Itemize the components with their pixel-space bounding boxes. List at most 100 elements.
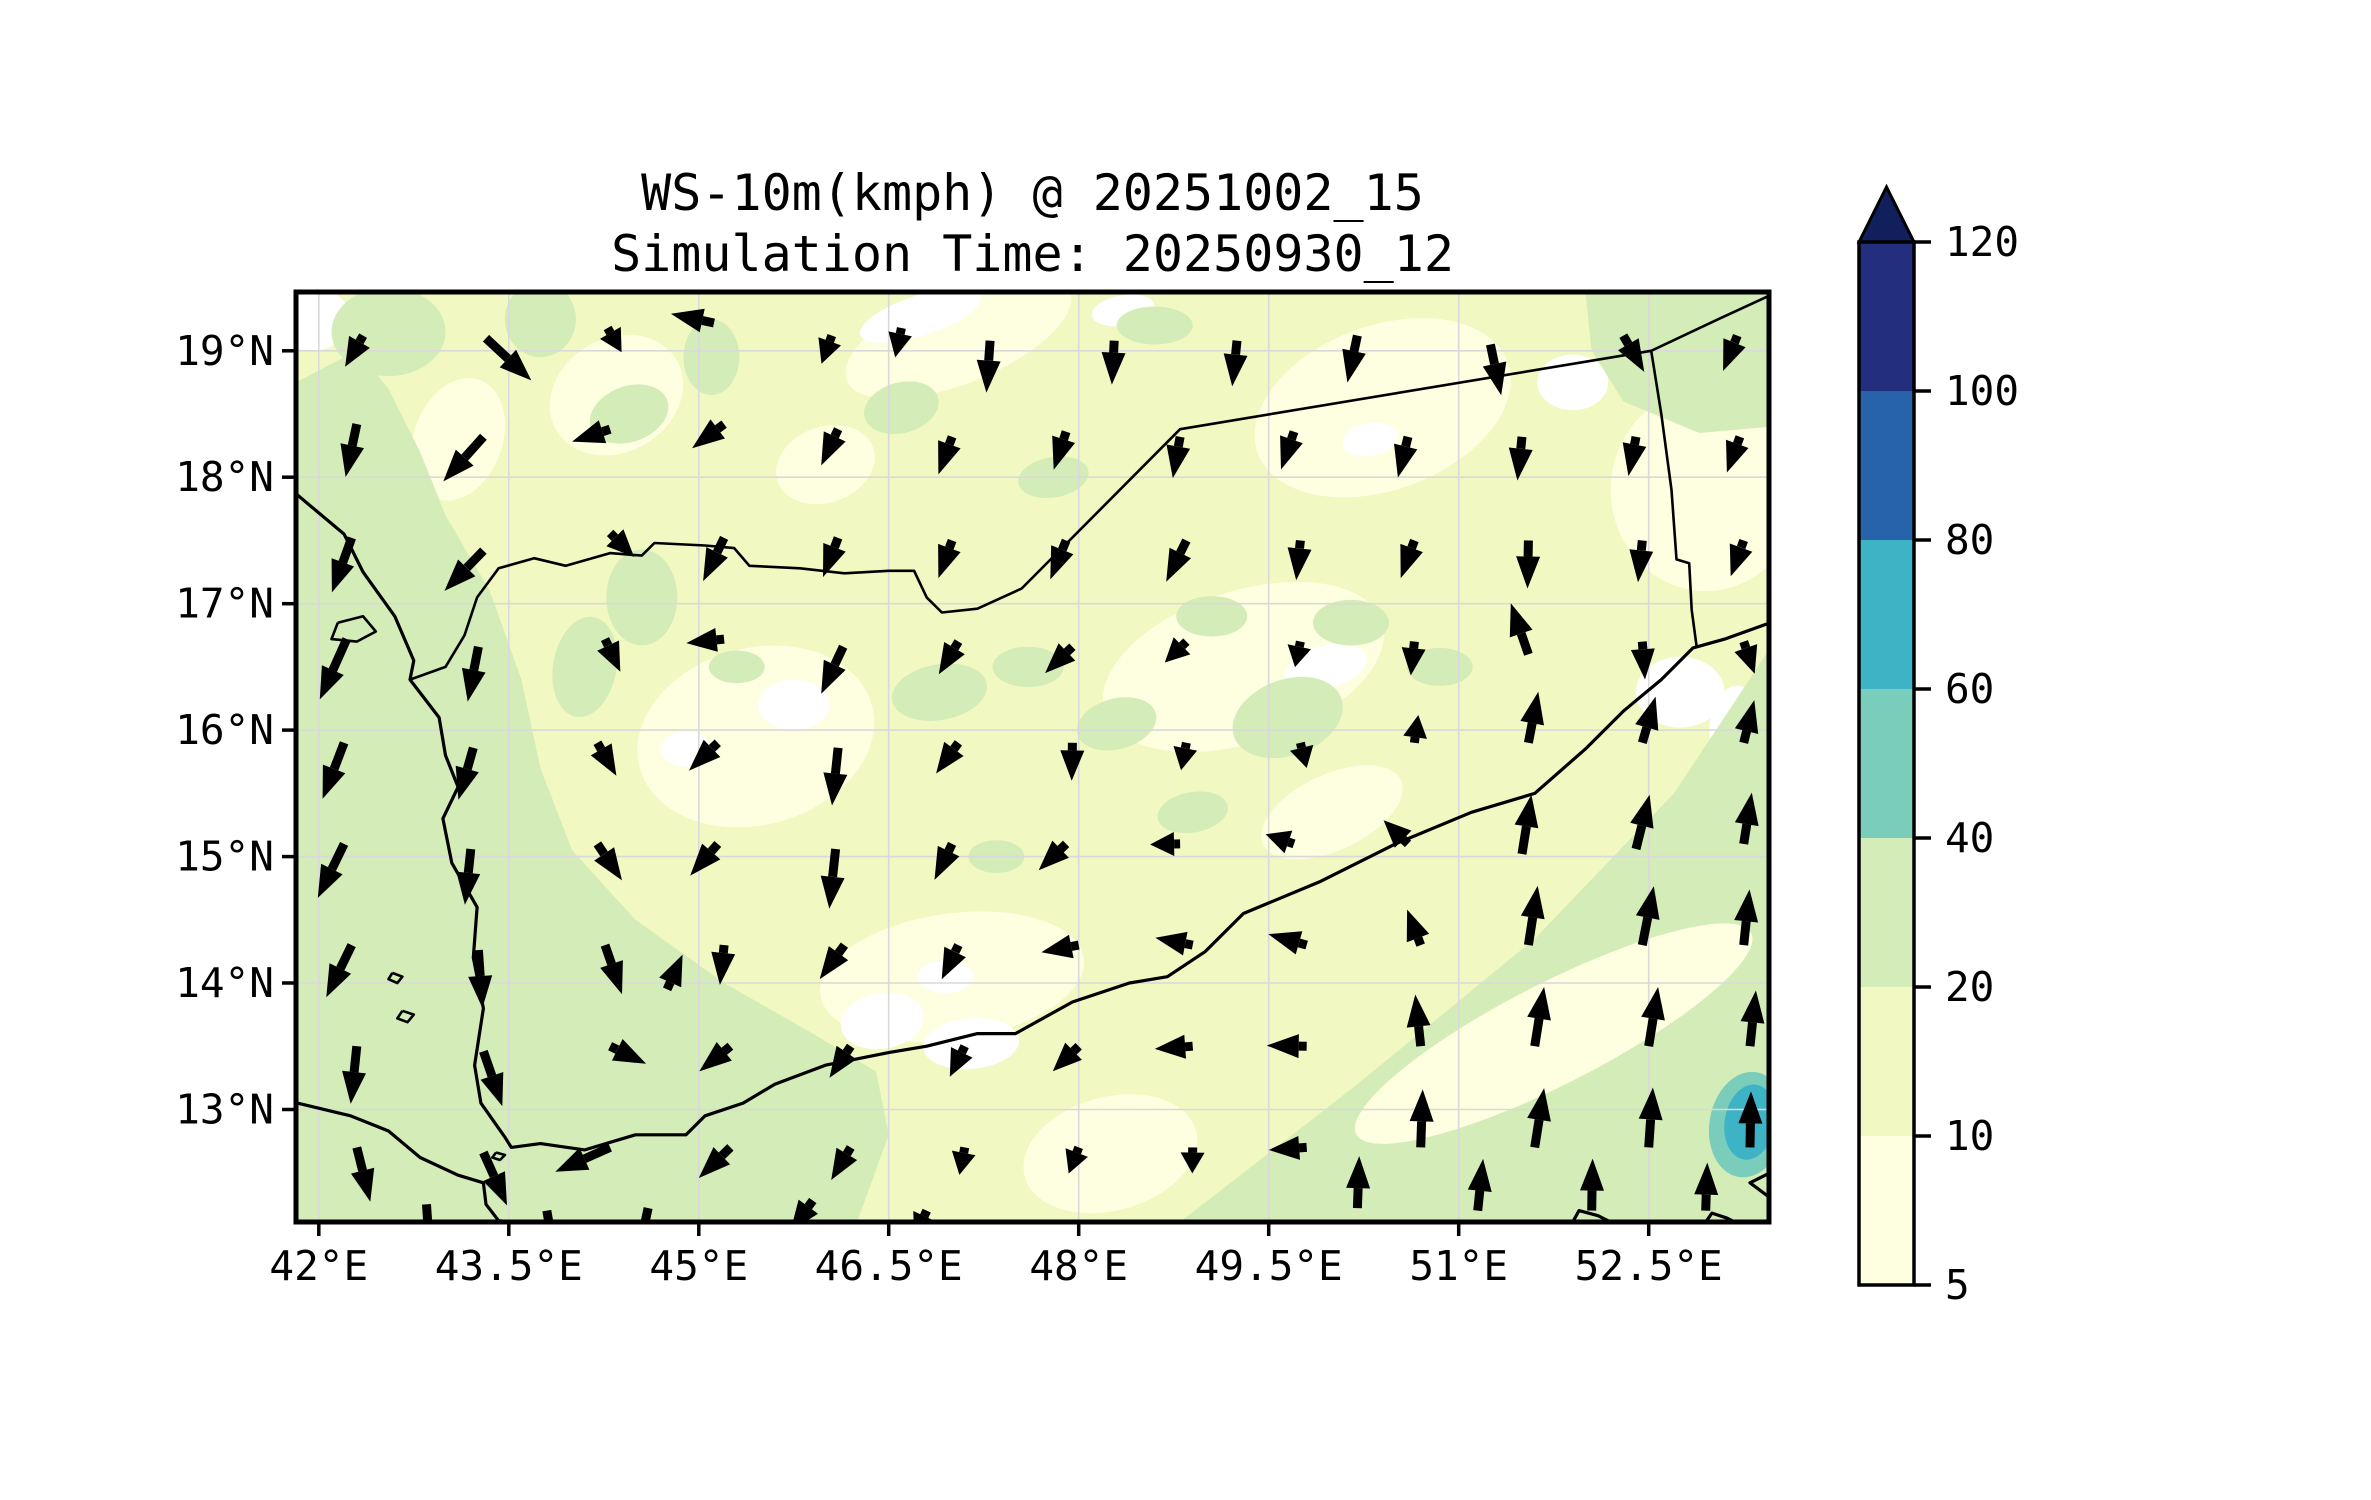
wind-vector — [1638, 1087, 1663, 1148]
island-outline — [330, 614, 378, 643]
wind-vector — [608, 1039, 647, 1064]
country-borders — [409, 294, 1769, 681]
wind-vector — [698, 1144, 734, 1178]
wind-vector — [1622, 435, 1647, 476]
wind-vector — [479, 1049, 504, 1107]
contour-patch — [708, 650, 765, 684]
x-tick-label: 48°E — [1029, 1242, 1128, 1290]
contour-patch — [891, 663, 988, 721]
wind-vector — [1164, 637, 1191, 663]
wind-vector — [1629, 540, 1654, 583]
wind-vector — [482, 334, 532, 381]
colorbar-tick-label: 5 — [1945, 1261, 1970, 1309]
island-outline — [395, 1009, 416, 1024]
island-outline — [490, 1151, 507, 1162]
wind-vector — [949, 1044, 973, 1077]
wind-vector — [689, 739, 721, 771]
wind-vector — [1520, 885, 1545, 946]
wind-vector — [1403, 715, 1427, 744]
coastlines — [296, 493, 1769, 1222]
wind-vector — [1738, 1091, 1763, 1148]
contour-patch — [1636, 656, 1725, 728]
wind-vector — [1734, 792, 1759, 845]
wind-vector — [690, 840, 722, 876]
x-tick-label: 45°E — [649, 1242, 748, 1290]
wind-vector — [1509, 603, 1533, 656]
colorbar-tick-label: 40 — [1945, 814, 1994, 862]
wind-vector — [555, 1143, 612, 1172]
wind-vector — [1723, 333, 1746, 371]
wind-vector — [1060, 742, 1085, 781]
colorbar-tick-label: 120 — [1945, 218, 2019, 266]
map-area — [296, 292, 1769, 1222]
contour-patch — [923, 1018, 1020, 1070]
wind-vector — [319, 637, 351, 700]
wind-vector — [1409, 1089, 1434, 1148]
colorbar-tick-label: 60 — [1945, 665, 1994, 713]
y-tick-label: 16°N — [175, 706, 274, 754]
coastline — [1571, 1208, 1612, 1222]
quiver-field — [317, 308, 1765, 1222]
wind-vector — [823, 747, 848, 806]
colorbar-tick-label: 100 — [1945, 367, 2019, 415]
wind-vector — [326, 943, 356, 998]
coastline — [296, 493, 1769, 1152]
wind-vector — [1527, 987, 1551, 1047]
wind-vector — [1401, 641, 1426, 676]
x-tick-label: 42°E — [269, 1242, 368, 1290]
wind-vector — [640, 1207, 653, 1222]
wind-vector — [888, 327, 912, 358]
wind-vector — [1154, 1034, 1194, 1059]
contour-patch — [411, 378, 506, 501]
wind-vector — [444, 547, 487, 591]
wind-vector — [479, 1150, 507, 1206]
wind-vector — [938, 435, 961, 475]
wind-vector — [1166, 435, 1191, 479]
x-tick-label: 46.5°E — [815, 1242, 963, 1290]
contour-patch — [1354, 923, 1753, 1144]
wind-vector — [820, 848, 845, 909]
wind-vector — [331, 536, 356, 593]
wind-vector — [1394, 435, 1418, 478]
wind-vector — [1050, 538, 1074, 580]
wind-vector — [443, 433, 487, 482]
wind-vector — [934, 841, 960, 880]
wind-vector — [686, 628, 725, 652]
wind-vector — [1266, 1034, 1307, 1059]
wind-vector — [351, 1146, 375, 1202]
wind-vector — [462, 645, 486, 702]
contour-patch — [840, 992, 924, 1050]
wind-vector — [1101, 340, 1126, 385]
wind-vector — [692, 419, 727, 449]
wind-vector — [345, 333, 370, 367]
wind-vector — [936, 740, 964, 774]
wind-vector — [1641, 987, 1665, 1047]
wind-vector — [1287, 539, 1312, 581]
wind-vector — [1635, 886, 1660, 946]
wind-vector — [1734, 700, 1759, 744]
contour-patch — [1537, 354, 1609, 411]
wind-vector — [659, 954, 683, 992]
contour-patch — [1116, 306, 1193, 345]
contour-patch — [1157, 791, 1228, 834]
x-tick-label: 52.5°E — [1575, 1242, 1723, 1290]
contour-patch — [776, 424, 875, 505]
wind-vector — [1045, 643, 1076, 674]
contour-patch — [864, 381, 939, 435]
wind-vector — [1406, 994, 1431, 1047]
country-border — [1650, 294, 1769, 352]
x-tick-label: 43.5°E — [435, 1242, 583, 1290]
wind-vector — [1280, 430, 1303, 470]
colorbar-extend-arrow — [1856, 183, 1917, 244]
wind-vector — [829, 1043, 857, 1078]
wind-vector — [699, 1042, 734, 1072]
wind-vector — [913, 1208, 936, 1222]
wind-vector — [711, 944, 736, 985]
wind-vector — [1383, 820, 1412, 848]
wind-vector — [1516, 540, 1541, 589]
wind-vector — [1041, 934, 1080, 959]
country-border — [1649, 350, 1699, 649]
wind-vector — [1482, 343, 1507, 396]
contour-patch — [1406, 647, 1473, 686]
wind-vector — [1580, 1158, 1604, 1211]
